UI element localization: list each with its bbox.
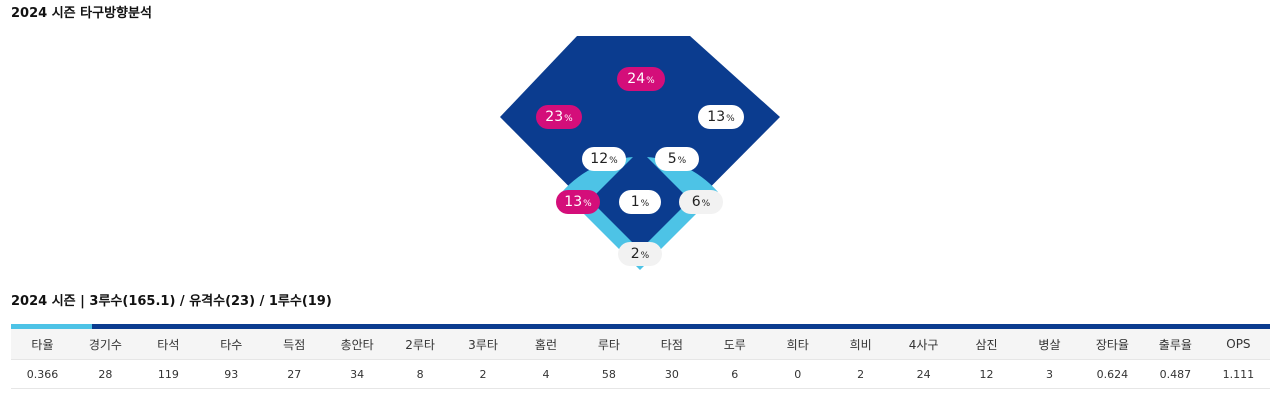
cell-home-runs: 4 — [514, 359, 578, 389]
zone-first-base-line: 6% — [679, 190, 723, 214]
zone-unit: % — [646, 76, 655, 86]
spray-chart-title: 2024 시즌 타구방향분석 — [11, 6, 152, 21]
cell-doubles: 8 — [388, 359, 452, 389]
zone-third-base-line: 13% — [556, 190, 600, 214]
header-slugging: 장타율 — [1080, 329, 1144, 360]
header-stolen-bases: 도루 — [703, 329, 767, 360]
cell-sac-bunts: 0 — [766, 359, 830, 389]
cell-total-bases: 58 — [577, 359, 641, 389]
zone-value: 13 — [707, 109, 726, 125]
zone-right-deep: 13% — [698, 105, 744, 129]
zone-unit: % — [583, 199, 592, 209]
cell-triples: 2 — [451, 359, 515, 389]
header-sac-bunts: 희타 — [766, 329, 830, 360]
zone-unit: % — [726, 114, 735, 124]
header-hits: 총안타 — [325, 329, 389, 360]
zone-unit: % — [701, 199, 711, 209]
header-at-bats: 타수 — [199, 329, 263, 360]
season-stats-title: 2024 시즌 | 3루수(165.1) / 유격수(23) / 1루수(19) — [11, 294, 332, 309]
cell-hits: 34 — [325, 359, 389, 389]
header-total-bases: 루타 — [577, 329, 641, 360]
table-row: 0.366 28 119 93 27 34 8 2 4 58 30 6 0 2 … — [11, 359, 1270, 389]
cell-runs: 27 — [262, 359, 326, 389]
zone-value: 24 — [627, 71, 646, 87]
zone-unit: % — [609, 156, 618, 166]
zone-value: 6 — [691, 194, 701, 210]
header-sac-flies: 희비 — [829, 329, 893, 360]
season-stats-table: 타율 경기수 타석 타수 득점 총안타 2루타 3루타 홈런 루타 타점 도루 … — [11, 324, 1270, 389]
header-triples: 3루타 — [451, 329, 515, 360]
zone-unit: % — [677, 156, 687, 166]
zone-value: 2 — [630, 246, 640, 262]
header-double-plays: 병살 — [1018, 329, 1081, 360]
header-ops: OPS — [1206, 329, 1270, 360]
zone-value: 5 — [667, 151, 677, 167]
stat-table: 타율 경기수 타석 타수 득점 총안타 2루타 3루타 홈런 루타 타점 도루 … — [11, 329, 1270, 389]
zone-unit: % — [640, 199, 650, 209]
cell-plate-appearances: 119 — [136, 359, 200, 389]
outfield-area — [500, 36, 780, 258]
zone-value: 23 — [545, 109, 564, 125]
zone-value: 12 — [590, 151, 609, 167]
cell-on-base: 0.487 — [1143, 359, 1207, 389]
cell-batting-avg: 0.366 — [11, 359, 74, 389]
cell-stolen-bases: 6 — [703, 359, 767, 389]
header-runs: 득점 — [262, 329, 326, 360]
header-doubles: 2루타 — [388, 329, 452, 360]
header-walks-hbp: 4사구 — [892, 329, 956, 360]
zone-unit: % — [564, 114, 573, 124]
header-home-runs: 홈런 — [514, 329, 578, 360]
cell-slugging: 0.624 — [1080, 359, 1144, 389]
zone-left-center-shallow: 12% — [582, 147, 626, 171]
table-top-bar — [11, 324, 1270, 329]
cell-strikeouts: 12 — [955, 359, 1018, 389]
zone-center-deep: 24% — [617, 67, 665, 91]
table-header-row: 타율 경기수 타석 타수 득점 총안타 2루타 3루타 홈런 루타 타점 도루 … — [11, 329, 1270, 360]
cell-double-plays: 3 — [1018, 359, 1081, 389]
header-games: 경기수 — [73, 329, 137, 360]
zone-left-deep: 23% — [536, 105, 582, 129]
header-on-base: 출루율 — [1143, 329, 1207, 360]
zone-pitcher: 1% — [619, 190, 661, 214]
zone-catcher: 2% — [618, 242, 662, 266]
zone-value: 1 — [630, 194, 640, 210]
header-rbi: 타점 — [640, 329, 704, 360]
zone-unit: % — [640, 251, 650, 261]
cell-walks-hbp: 24 — [892, 359, 956, 389]
table-top-bar-accent — [11, 324, 92, 329]
table-top-bar-main — [92, 324, 1270, 329]
zone-right-center-shallow: 5% — [655, 147, 699, 171]
header-batting-avg: 타율 — [11, 329, 74, 360]
cell-rbi: 30 — [640, 359, 704, 389]
header-plate-appearances: 타석 — [136, 329, 200, 360]
cell-games: 28 — [73, 359, 137, 389]
cell-sac-flies: 2 — [829, 359, 893, 389]
zone-value: 13 — [564, 194, 583, 210]
spray-chart: 24% 23% 13% 12% 5% 13% 1% 6% 2% — [500, 36, 780, 270]
field-diagram — [500, 36, 780, 270]
cell-at-bats: 93 — [199, 359, 263, 389]
header-strikeouts: 삼진 — [955, 329, 1018, 360]
cell-ops: 1.111 — [1206, 359, 1270, 389]
